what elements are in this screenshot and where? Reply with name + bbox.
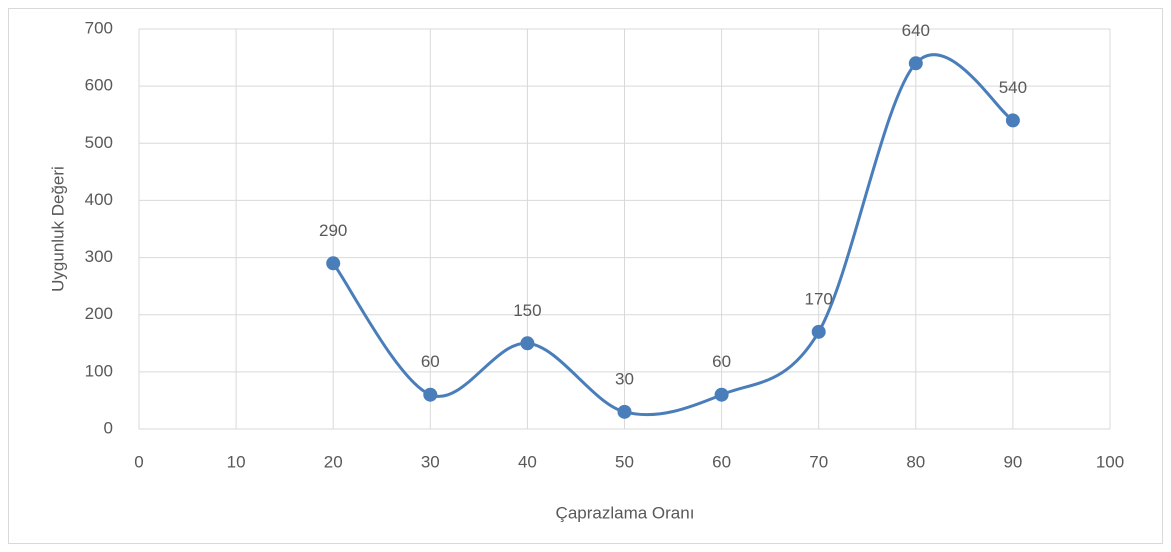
data-label: 170 bbox=[805, 289, 833, 308]
data-point bbox=[423, 387, 438, 402]
y-tick-label: 300 bbox=[85, 247, 113, 266]
x-tick-label: 0 bbox=[134, 452, 143, 471]
x-tick-label: 50 bbox=[615, 452, 634, 471]
x-tick-label: 80 bbox=[906, 452, 925, 471]
data-label: 640 bbox=[902, 21, 930, 40]
x-tick-label: 10 bbox=[227, 452, 246, 471]
data-point bbox=[617, 404, 632, 419]
y-tick-label: 700 bbox=[85, 18, 113, 37]
x-tick-label: 70 bbox=[809, 452, 828, 471]
x-tick-label: 30 bbox=[421, 452, 440, 471]
data-label: 290 bbox=[319, 221, 347, 240]
x-tick-label: 20 bbox=[324, 452, 343, 471]
data-point bbox=[714, 387, 729, 402]
x-axis-title: Çaprazlama Oranı bbox=[556, 503, 695, 522]
y-tick-label: 500 bbox=[85, 133, 113, 152]
data-point bbox=[1005, 113, 1020, 128]
x-tick-label: 40 bbox=[518, 452, 537, 471]
data-label: 540 bbox=[999, 78, 1027, 97]
x-tick-label: 100 bbox=[1096, 452, 1124, 471]
data-label: 60 bbox=[421, 352, 440, 371]
data-label: 150 bbox=[513, 301, 541, 320]
y-tick-label: 100 bbox=[85, 361, 113, 380]
y-tick-label: 600 bbox=[85, 76, 113, 95]
data-label: 60 bbox=[712, 352, 731, 371]
data-point bbox=[326, 256, 341, 271]
data-point bbox=[908, 56, 923, 71]
y-tick-label: 200 bbox=[85, 304, 113, 323]
x-tick-label: 90 bbox=[1003, 452, 1022, 471]
chart-border bbox=[8, 8, 1163, 544]
y-axis-title: Uygunluk Değeri bbox=[48, 166, 67, 292]
y-tick-label: 400 bbox=[85, 190, 113, 209]
y-tick-label: 0 bbox=[104, 418, 113, 437]
x-tick-label: 60 bbox=[712, 452, 731, 471]
data-point bbox=[520, 336, 535, 351]
data-label: 30 bbox=[615, 369, 634, 388]
data-point bbox=[811, 324, 826, 339]
